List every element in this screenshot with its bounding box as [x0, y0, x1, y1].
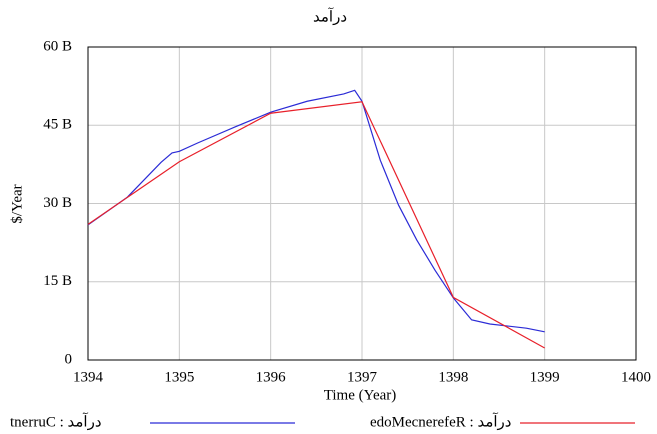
- chart: درآمد Time (Year) $/Year 0 15 B 30 B 45 B 60…: [0, 0, 657, 434]
- y-axis-label: $/Year: [9, 184, 25, 223]
- y-tick-label: 0: [65, 351, 73, 367]
- y-tick-label: 45 B: [43, 117, 72, 133]
- x-tick-label: 1396: [256, 369, 287, 385]
- chart-title: درآمد: [313, 7, 347, 25]
- legend-label: edoMecnerefeR : درآمد: [370, 412, 511, 430]
- x-tick-label: 1397: [347, 369, 378, 385]
- legend-label: tnerruC : درآمد: [10, 412, 102, 430]
- x-tick-label: 1395: [164, 369, 194, 385]
- series-line: [88, 90, 545, 332]
- y-tick-label: 30 B: [43, 195, 72, 211]
- y-tick-label: 15 B: [43, 273, 72, 289]
- x-tick-label: 1400: [621, 369, 651, 385]
- y-tick-label: 60 B: [43, 38, 72, 54]
- x-axis-label: Time (Year): [324, 387, 397, 403]
- x-tick-label: 1398: [438, 369, 468, 385]
- x-tick-label: 1399: [530, 369, 560, 385]
- x-tick-label: 1394: [73, 369, 104, 385]
- series-line: [88, 102, 545, 348]
